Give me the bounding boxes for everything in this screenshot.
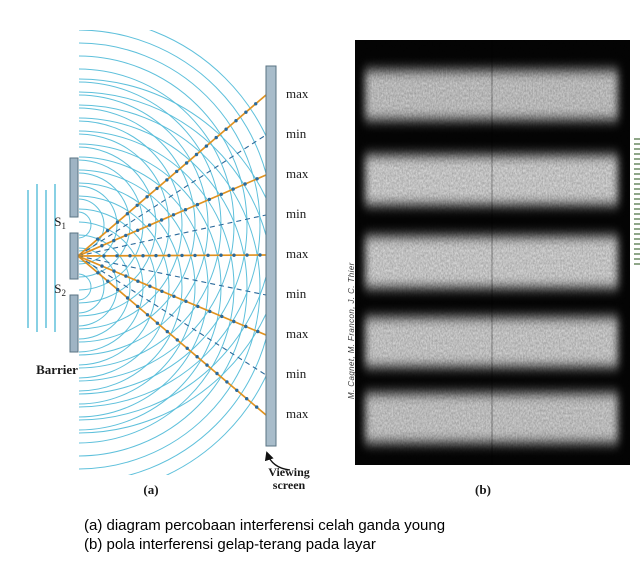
fringe-label: min xyxy=(286,206,307,221)
double-slit-diagram: S1 S2 Barrier xyxy=(27,30,291,475)
fringe-label: max xyxy=(286,246,309,261)
photo-credit: M. Cagnet, M. Francon, J. C. Thier xyxy=(347,262,356,399)
caption-line-b: (b) pola interferensi gelap-terang pada … xyxy=(84,536,376,553)
barrier xyxy=(69,157,79,353)
incident-plane-waves xyxy=(27,184,56,332)
fringe-label: min xyxy=(286,286,307,301)
fringe-label: max xyxy=(286,406,309,421)
wavefront-intersection-dots xyxy=(96,102,262,409)
fringe-label: max xyxy=(286,326,309,341)
edge-cropped-text-artifact xyxy=(634,138,640,266)
viewing-screen-label: Viewing screen xyxy=(268,465,310,492)
caption-line-a: (a) diagram percobaan interferensi celah… xyxy=(84,517,446,534)
fringe-label: max xyxy=(286,86,309,101)
interference-fringe-photo xyxy=(355,40,630,465)
circular-wavefronts xyxy=(79,30,266,475)
slit2-label: S2 xyxy=(54,281,66,298)
viewing-screen-arrow xyxy=(264,451,291,471)
barrier-label: Barrier xyxy=(36,362,78,377)
panel-b-tag: (b) xyxy=(475,482,491,497)
slit1-label: S1 xyxy=(54,214,66,231)
figure-caption: (a) diagram percobaan interferensi celah… xyxy=(84,516,445,554)
fringe-label: min xyxy=(286,366,307,381)
fringe-label: max xyxy=(286,166,309,181)
interference-rays xyxy=(77,94,267,416)
panel-a-tag: (a) xyxy=(143,482,159,497)
fringe-label: min xyxy=(286,126,307,141)
film-grain-overlay xyxy=(355,40,630,465)
viewing-screen xyxy=(265,65,277,447)
